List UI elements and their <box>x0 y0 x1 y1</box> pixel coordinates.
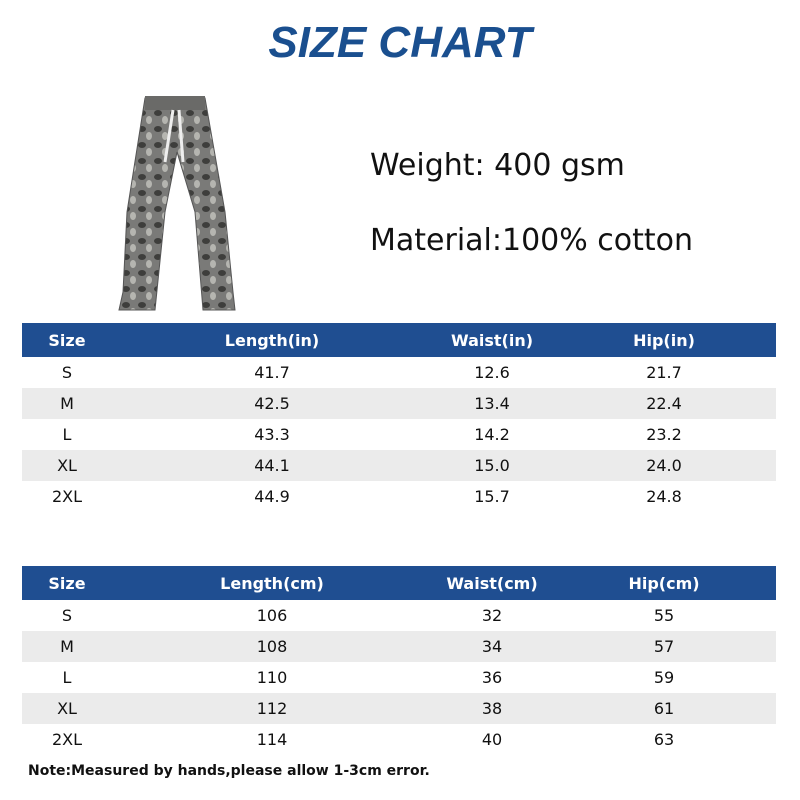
cell: 40 <box>481 730 503 749</box>
cell: 63 <box>653 730 675 749</box>
cell: 2XL <box>51 487 83 506</box>
cell: 44.9 <box>254 487 290 506</box>
product-image <box>118 96 236 311</box>
cell: S <box>61 363 73 382</box>
column-header: Waist(cm) <box>446 573 538 593</box>
cell: 21.7 <box>646 363 682 382</box>
header-row: Size Length(in) Waist(in) Hip(in) <box>22 323 776 357</box>
cell: 44.1 <box>254 456 290 475</box>
table-row: 2XL 114 40 63 <box>22 724 776 755</box>
table-row: M 42.5 13.4 22.4 <box>22 388 776 419</box>
cell: 15.7 <box>474 487 510 506</box>
table-cm: Size Length(cm) Waist(cm) Hip(cm) S 106 32 55 M 1… <box>22 566 776 755</box>
cell: 110 <box>256 668 288 687</box>
cell: 32 <box>481 606 503 625</box>
cell: 34 <box>481 637 503 656</box>
cell: 106 <box>256 606 288 625</box>
cell: 108 <box>256 637 288 656</box>
column-header: Size <box>48 330 86 350</box>
cell: M <box>60 637 74 656</box>
cell: L <box>62 668 72 687</box>
material: Material:100% cotton <box>370 223 694 258</box>
column-header: Hip(cm) <box>628 573 700 593</box>
table-row: L 110 36 59 <box>22 662 776 693</box>
table-row: S 106 32 55 <box>22 600 776 631</box>
table-row: XL 44.1 15.0 24.0 <box>22 450 776 481</box>
cell: M <box>60 394 74 413</box>
cell: 59 <box>653 668 675 687</box>
weight: Weight: 400 gsm <box>370 148 625 183</box>
cell: XL <box>57 699 77 718</box>
cell: 23.2 <box>646 425 682 444</box>
column-header: Size <box>48 573 86 593</box>
cell: 13.4 <box>474 394 510 413</box>
column-header: Length(in) <box>224 330 320 350</box>
cell: 36 <box>481 668 503 687</box>
cell: 61 <box>653 699 675 718</box>
cell: 38 <box>481 699 503 718</box>
column-header: Hip(in) <box>633 330 695 350</box>
table-row: S 41.7 12.6 21.7 <box>22 357 776 388</box>
cell: 12.6 <box>474 363 510 382</box>
cell: XL <box>57 456 77 475</box>
cell: 41.7 <box>254 363 290 382</box>
cell: S <box>61 606 73 625</box>
cell: 43.3 <box>254 425 290 444</box>
cell: 22.4 <box>646 394 682 413</box>
cell: 14.2 <box>474 425 510 444</box>
table-row: 2XL 44.9 15.7 24.8 <box>22 481 776 512</box>
note: Note:Measured by hands,please allow 1-3c… <box>28 763 430 779</box>
cell: 15.0 <box>474 456 510 475</box>
cell: 24.8 <box>646 487 682 506</box>
table-row: XL 112 38 61 <box>22 693 776 724</box>
table-row: M 108 34 57 <box>22 631 776 662</box>
header-row: Size Length(cm) Waist(cm) Hip(cm) <box>22 566 776 600</box>
cell: 2XL <box>51 730 83 749</box>
cell: 24.0 <box>646 456 682 475</box>
title: SIZE CHART <box>268 18 532 67</box>
cell: 112 <box>256 699 288 718</box>
table-inch: Size Length(in) Waist(in) Hip(in) S 41.7 12.6 2… <box>22 323 776 512</box>
table-row: L 43.3 14.2 23.2 <box>22 419 776 450</box>
cell: 114 <box>256 730 288 749</box>
cell: L <box>62 425 72 444</box>
column-header: Length(cm) <box>220 573 324 593</box>
cell: 55 <box>653 606 675 625</box>
column-header: Waist(in) <box>450 330 534 350</box>
cell: 42.5 <box>254 394 290 413</box>
cell: 57 <box>653 637 675 656</box>
